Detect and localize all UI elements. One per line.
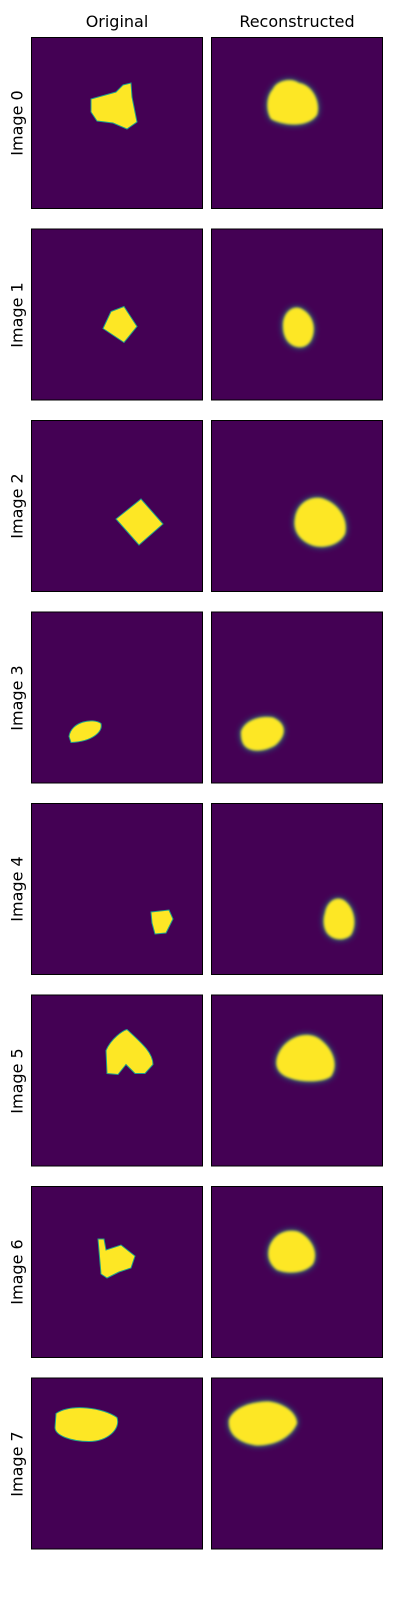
panel-background [31, 420, 203, 592]
row-label-image-5: Image 5 [7, 1047, 27, 1114]
panel-background [211, 1377, 383, 1550]
reconstructed-panel-image-4 [211, 803, 383, 975]
original-shape [115, 498, 164, 546]
reconstructed-shape [294, 497, 346, 547]
column-title-original: Original [85, 12, 149, 31]
panel-frame [211, 1186, 383, 1358]
panel-frame [211, 420, 383, 592]
row-label-image-2: Image 2 [7, 473, 27, 539]
panel-frame [31, 994, 203, 1167]
column-title-reconstructed: Reconstructed [239, 12, 355, 31]
reconstructed-panel-image-7 [211, 1377, 383, 1550]
reconstructed-shape [241, 717, 284, 751]
original-shape [102, 305, 138, 344]
original-panel-image-1 [31, 228, 203, 401]
panel-frame [211, 1377, 383, 1550]
original-panel-image-6 [31, 1186, 203, 1358]
reconstructed-shape [323, 898, 355, 940]
original-panel-image-0 [31, 37, 203, 209]
original-panel-image-7 [31, 1377, 203, 1550]
panel-frame [211, 803, 383, 975]
reconstructed-panel-image-1 [211, 228, 383, 401]
row-label-image-3: Image 3 [7, 664, 27, 731]
reconstructed-panel-image-0 [211, 37, 383, 209]
reconstructed-panel-image-5 [211, 994, 383, 1167]
row-label-image-6: Image 6 [7, 1239, 27, 1305]
reconstructed-shape [228, 1401, 297, 1446]
panel-frame [31, 611, 203, 784]
original-shape [68, 720, 102, 744]
original-shape [90, 82, 138, 130]
original-shape [105, 1028, 154, 1076]
reconstructed-shape [283, 307, 314, 348]
reconstructed-panel-image-2 [211, 420, 383, 592]
reconstructed-shape [267, 80, 319, 125]
original-panel-image-2 [31, 420, 203, 592]
panel-background [31, 611, 203, 784]
panel-frame [31, 420, 203, 592]
panel-frame [31, 228, 203, 401]
panel-background [211, 803, 383, 975]
panel-background [211, 994, 383, 1167]
panel-frame [31, 37, 203, 209]
reconstructed-panel-image-3 [211, 611, 383, 784]
original-panel-image-4 [31, 803, 203, 975]
original-shape [97, 1238, 136, 1279]
row-label-image-4: Image 4 [7, 856, 27, 922]
row-label-image-0: Image 0 [7, 90, 27, 156]
panel-frame [211, 228, 383, 401]
panel-background [31, 803, 203, 975]
original-panel-image-3 [31, 611, 203, 784]
reconstructed-shape [268, 1230, 316, 1273]
panel-frame [31, 1186, 203, 1358]
reconstructed-panel-image-6 [211, 1186, 383, 1358]
panel-background [211, 420, 383, 592]
panel-background [31, 994, 203, 1167]
panel-background [31, 1377, 203, 1550]
panel-frame [31, 1377, 203, 1550]
original-shape [150, 909, 174, 935]
panel-frame [211, 994, 383, 1167]
panel-frame [31, 803, 203, 975]
reconstructed-shape [276, 1034, 335, 1082]
panel-background [211, 611, 383, 784]
panel-frame [211, 611, 383, 784]
row-label-image-7: Image 7 [7, 1430, 27, 1497]
original-shape [54, 1407, 119, 1443]
row-label-image-1: Image 1 [7, 281, 27, 348]
panel-frame [211, 37, 383, 209]
original-panel-image-5 [31, 994, 203, 1167]
